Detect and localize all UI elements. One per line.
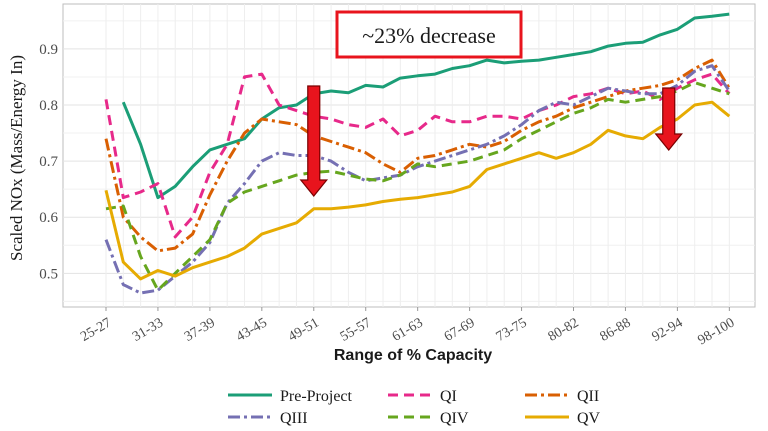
legend-label: QIII bbox=[280, 410, 308, 427]
legend-label: QIV bbox=[440, 410, 469, 427]
x-tick-label: 25-27 bbox=[78, 315, 114, 344]
x-tick-label: 49-51 bbox=[286, 315, 322, 344]
y-tick-label: 0.5 bbox=[39, 266, 58, 282]
x-axis-label: Range of % Capacity bbox=[334, 347, 492, 364]
x-tick-label: 31-33 bbox=[130, 315, 166, 344]
y-ticks: 0.5 0.6 0.7 0.8 0.9 bbox=[39, 42, 58, 282]
legend-label: QII bbox=[577, 388, 599, 405]
y-tick-label: 0.6 bbox=[39, 210, 58, 226]
series-lines bbox=[104, 12, 731, 295]
y-tick-label: 0.7 bbox=[39, 154, 58, 170]
series-line-qv bbox=[104, 100, 731, 281]
x-tick-label: 80-82 bbox=[546, 315, 582, 344]
down-arrow bbox=[654, 87, 683, 151]
down-arrow bbox=[299, 85, 329, 197]
legend-label: Pre-Project bbox=[280, 388, 353, 405]
legend-label: QI bbox=[440, 388, 457, 405]
x-tick-label: 98-100 bbox=[695, 315, 737, 348]
grid bbox=[63, 4, 755, 307]
series-line-pre-project bbox=[121, 12, 730, 200]
arrows bbox=[299, 85, 683, 197]
legend-label: QV bbox=[577, 410, 601, 427]
x-tick-label: 73-75 bbox=[494, 315, 530, 344]
x-tick-label: 55-57 bbox=[338, 315, 374, 344]
annotation-text: ~23% decrease bbox=[362, 23, 495, 48]
x-tick-label: 37-39 bbox=[182, 315, 218, 344]
x-tick-label: 86-88 bbox=[598, 315, 634, 344]
series-line-qiii bbox=[104, 64, 731, 295]
y-tick-label: 0.8 bbox=[39, 98, 58, 114]
annotation-border bbox=[335, 10, 523, 59]
x-tick-label: 67-69 bbox=[442, 315, 478, 344]
y-axis-label: Scaled NOx (Mass/Energy In) bbox=[7, 55, 26, 261]
x-ticks: 25-27 31-33 37-39 43-45 49-51 55-57 61-63 67-69… bbox=[78, 307, 737, 348]
y-tick-label: 0.9 bbox=[39, 42, 58, 58]
x-tick-label: 61-63 bbox=[390, 315, 426, 344]
x-tick-label: 43-45 bbox=[234, 315, 270, 344]
annotation-box: ~23% decrease bbox=[335, 10, 523, 59]
series-line-qiv bbox=[105, 81, 730, 292]
legend: Pre-Project QI QII QIII QIV QV bbox=[228, 388, 601, 427]
x-tick-label: 92-94 bbox=[650, 315, 686, 344]
